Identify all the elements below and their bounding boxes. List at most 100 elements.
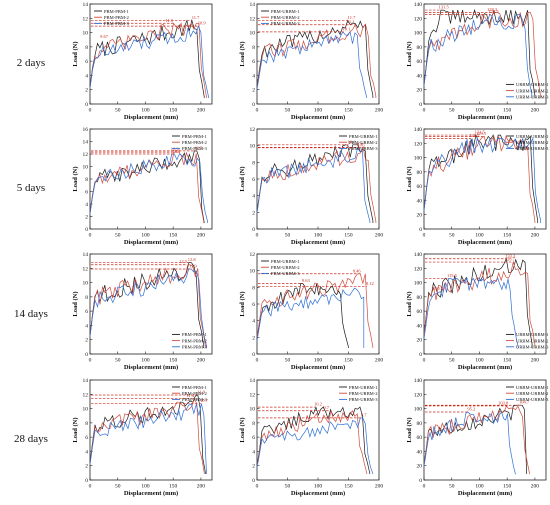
y-tick-label: 0 [419,478,422,484]
series-line [423,12,541,98]
x-tick-label: 100 [314,108,323,114]
peak-value-label: 11.7 [348,15,356,20]
x-tick-label: 100 [314,484,323,490]
x-tick-label: 200 [531,108,540,114]
y-tick-label: 80 [417,421,423,427]
y-tick-label: 6 [252,435,255,441]
x-tick-label: 200 [197,108,206,114]
series-line [256,273,374,348]
y-axis-label: Load (N) [239,291,246,316]
peak-value-label: 9.63 [302,278,311,283]
peak-value-label: 11.7 [192,15,200,20]
plot-frame [423,128,547,230]
x-tick-label: 0 [256,358,259,364]
y-tick-label: 8 [85,177,88,183]
panel-r0-c2: 0 50 100 150 200 0 20 40 60 80 100 120 140 Displaceme… [406,2,549,121]
peak-value-label: 10.7 [200,398,209,403]
series-line [423,8,536,98]
legend-label: URBM-URBM-3 [516,95,549,100]
x-tick-label: 200 [197,484,206,490]
legend-label: PBM-PBM-2 [104,15,129,20]
y-tick-label: 8 [85,295,88,301]
peak-value-label: 12.5 [179,259,188,264]
y-tick-label: 6 [85,309,88,315]
peak-value-label: 131.5 [439,5,450,10]
y-axis-label: Load (N) [406,166,413,191]
plot-frame [423,253,547,355]
y-tick-label: 4 [252,449,255,455]
panel-r3-c1: 0 50 100 150 200 0 2 4 6 8 10 12 14 Displacement (mm)… [239,378,383,497]
y-tick-label: 40 [417,198,423,204]
y-tick-label: 10 [250,31,256,37]
series-line [423,405,530,474]
series-line [89,403,207,474]
x-tick-label: 100 [141,358,150,364]
y-tick-label: 40 [417,323,423,329]
peak-value-label: 9.75 [357,142,366,147]
x-tick-label: 0 [256,233,259,239]
x-axis-label: Displacement (mm) [124,239,178,246]
y-tick-label: 10 [83,281,89,287]
series-line [89,19,205,98]
x-tick-label: 150 [169,484,178,490]
x-axis-label: Displacement (mm) [124,114,178,121]
y-tick-label: 100 [414,31,423,37]
peak-value-label: 10.9 [198,21,207,26]
x-tick-label: 0 [89,484,92,490]
x-tick-label: 150 [344,358,353,364]
y-tick-label: 6 [252,177,255,183]
y-tick-label: 0 [252,478,255,484]
x-tick-label: 200 [375,108,384,114]
y-tick-label: 0 [419,352,422,358]
x-tick-label: 150 [344,233,353,239]
y-tick-label: 60 [417,184,423,190]
y-tick-label: 60 [417,309,423,315]
y-tick-label: 4 [252,73,255,79]
y-tick-label: 10 [83,31,89,37]
x-tick-label: 0 [423,108,426,114]
series-line [423,404,527,474]
x-tick-label: 50 [449,358,455,364]
y-tick-label: 20 [417,213,423,219]
x-tick-label: 50 [115,233,121,239]
peak-value-label: 128.7 [505,257,516,262]
y-tick-label: 2 [85,88,88,94]
y-tick-label: 12 [250,392,256,398]
x-tick-label: 100 [475,484,484,490]
x-tick-label: 0 [423,233,426,239]
series-line [256,146,377,223]
legend-label: URBM-URBM-1 [516,82,549,87]
y-tick-label: 14 [250,2,256,8]
y-axis-label: Load (N) [406,41,413,66]
y-tick-label: 120 [414,392,423,398]
x-axis-label: Displacement (mm) [291,364,345,371]
y-tick-label: 80 [417,170,423,176]
y-tick-label: 0 [419,102,422,108]
x-tick-label: 100 [314,233,323,239]
y-axis-label: Load (N) [406,291,413,316]
x-tick-label: 200 [375,233,384,239]
series-line [89,25,210,98]
y-axis-label: Load (N) [72,166,79,191]
y-tick-label: 2 [252,335,255,341]
x-tick-label: 50 [449,484,455,490]
legend-label: PBM-PBM-1 [104,9,129,14]
y-tick-label: 6 [252,302,255,308]
x-tick-label: 0 [423,484,426,490]
legend-label: PBM-URBM-1 [271,9,300,14]
y-tick-label: 2 [252,210,255,216]
x-tick-label: 150 [503,108,512,114]
panel-r2-c2: 0 50 100 150 200 0 20 40 60 80 100 120 140 Displaceme… [406,252,549,371]
legend-label: PBM-URBM-2 [349,391,378,396]
x-tick-label: 150 [344,484,353,490]
x-tick-label: 50 [115,108,121,114]
series-line [423,411,516,475]
x-tick-label: 200 [531,484,540,490]
